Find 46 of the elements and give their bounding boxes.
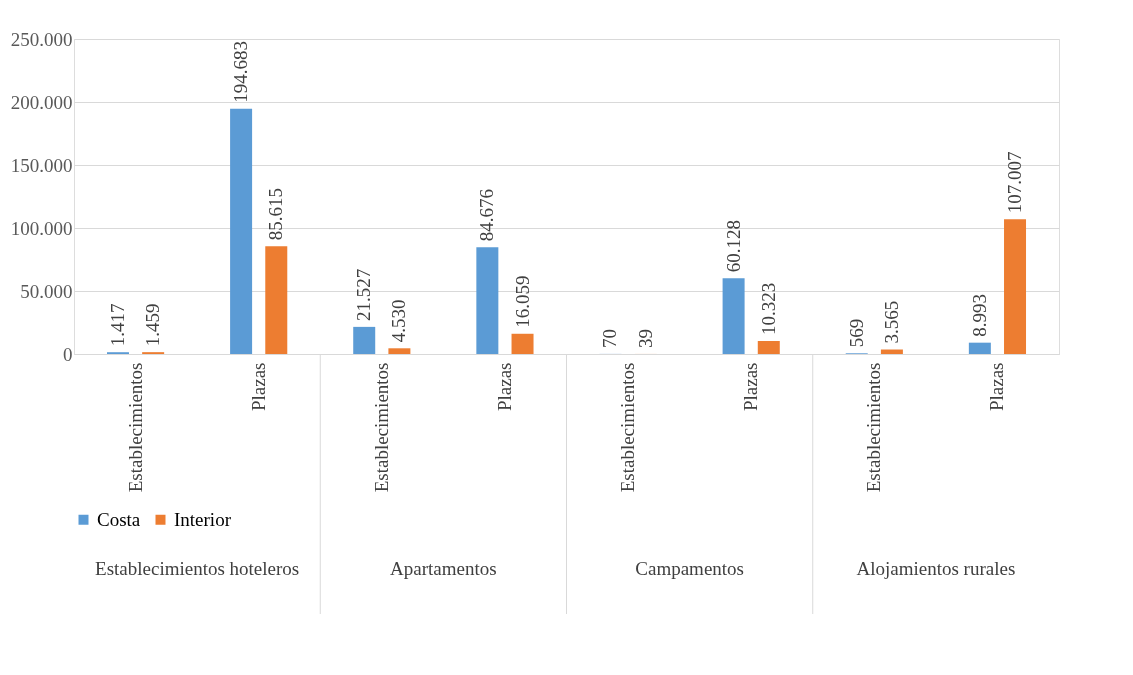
data-label: 8.993 <box>968 293 990 337</box>
y-tick-label: 100.000 <box>10 217 73 239</box>
data-label: 107.007 <box>1004 151 1026 214</box>
bar <box>388 348 411 354</box>
text: Apartamentos <box>390 558 497 579</box>
x-tick-label: Plazas <box>493 362 515 412</box>
bar <box>476 247 499 354</box>
data-label: 85.615 <box>265 187 287 241</box>
data-label: 1.417 <box>106 303 128 347</box>
bar <box>353 326 376 354</box>
data-label: 4.530 <box>388 299 410 343</box>
bar <box>1004 219 1027 354</box>
x-tick-label: Plazas <box>986 362 1008 412</box>
legend-label: Interior <box>174 508 232 530</box>
data-label: 21.527 <box>353 268 375 321</box>
y-tick-label: 150.000 <box>10 154 73 176</box>
data-label: 60.128 <box>722 219 744 273</box>
x-tick-label: Establecimientos <box>617 362 639 493</box>
y-tick-label: 0 <box>63 343 73 365</box>
bar <box>265 246 288 354</box>
data-label: 10.323 <box>757 282 779 335</box>
data-label: 1.459 <box>142 303 164 347</box>
data-label: 194.683 <box>230 40 252 103</box>
x-tick-label: Establecimientos <box>863 362 885 493</box>
text: Establecimientos hoteleros <box>95 558 300 579</box>
y-tick-label: 250.000 <box>10 28 73 50</box>
bar <box>511 333 534 354</box>
bar <box>968 342 991 354</box>
bar <box>230 108 253 354</box>
data-label: 3.565 <box>880 300 902 344</box>
data-label: 70 <box>599 328 621 348</box>
x-tick-label: Plazas <box>247 362 269 412</box>
data-label: 39 <box>634 328 656 348</box>
data-label: 16.059 <box>511 275 533 328</box>
data-label: 84.676 <box>476 189 498 242</box>
text: Campamentos <box>635 558 744 579</box>
legend-label: Costa <box>97 508 141 530</box>
bar <box>757 340 780 354</box>
x-tick-label: Establecimientos <box>370 362 392 493</box>
y-tick-label: 50.000 <box>20 280 73 302</box>
x-tick-label: Establecimientos <box>124 362 146 493</box>
y-tick-label: 200.000 <box>10 91 73 113</box>
bar <box>722 278 745 354</box>
x-tick-label: Plazas <box>740 362 762 412</box>
data-label: 569 <box>845 318 867 348</box>
text: Alojamientos rurales <box>856 558 1016 579</box>
